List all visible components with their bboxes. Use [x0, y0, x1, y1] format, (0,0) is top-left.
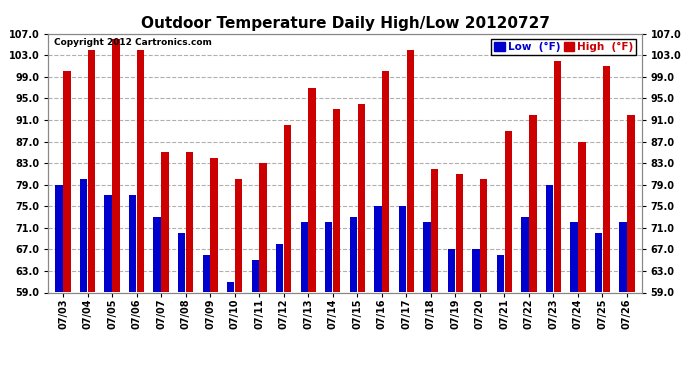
Bar	[259, 163, 267, 292]
Bar	[301, 222, 308, 292]
Bar	[252, 260, 259, 292]
Bar	[406, 50, 414, 292]
Bar	[112, 39, 119, 292]
Bar	[357, 104, 365, 292]
Title: Outdoor Temperature Daily High/Low 20120727: Outdoor Temperature Daily High/Low 20120…	[141, 16, 549, 31]
Bar	[284, 125, 291, 292]
Bar	[382, 72, 389, 292]
Bar	[546, 184, 553, 292]
Bar	[276, 244, 284, 292]
Bar	[88, 50, 95, 292]
Bar	[350, 217, 357, 292]
Bar	[529, 115, 537, 292]
Bar	[504, 131, 512, 292]
Bar	[431, 168, 438, 292]
Bar	[80, 179, 88, 292]
Bar	[333, 109, 340, 292]
Bar	[161, 152, 168, 292]
Bar	[63, 72, 70, 292]
Bar	[227, 282, 235, 292]
Bar	[153, 217, 161, 292]
Bar	[455, 174, 463, 292]
Bar	[374, 206, 382, 292]
Bar	[104, 195, 112, 292]
Bar	[178, 233, 186, 292]
Bar	[203, 255, 210, 292]
Text: Copyright 2012 Cartronics.com: Copyright 2012 Cartronics.com	[55, 38, 212, 46]
Bar	[472, 249, 480, 292]
Bar	[522, 217, 529, 292]
Bar	[423, 222, 431, 292]
Bar	[308, 88, 316, 292]
Bar	[55, 184, 63, 292]
Bar	[137, 50, 144, 292]
Bar	[553, 61, 561, 292]
Bar	[620, 222, 627, 292]
Bar	[602, 66, 610, 292]
Bar	[448, 249, 455, 292]
Bar	[578, 141, 586, 292]
Bar	[627, 115, 635, 292]
Bar	[399, 206, 406, 292]
Bar	[325, 222, 333, 292]
Bar	[497, 255, 504, 292]
Bar	[571, 222, 578, 292]
Bar	[129, 195, 137, 292]
Bar	[210, 158, 218, 292]
Bar	[595, 233, 602, 292]
Bar	[235, 179, 242, 292]
Bar	[186, 152, 193, 292]
Bar	[480, 179, 487, 292]
Legend: Low  (°F), High  (°F): Low (°F), High (°F)	[491, 39, 636, 55]
